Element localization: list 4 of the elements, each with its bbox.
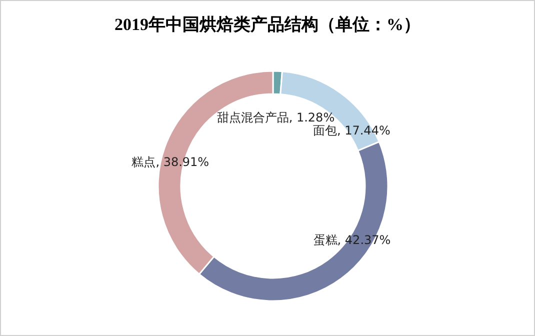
chart-title: 2019年中国烘焙类产品结构（单位：%） bbox=[114, 14, 422, 36]
slice-label: 糕点, 38.91% bbox=[132, 155, 210, 170]
slice-label: 面包, 17.44% bbox=[312, 123, 390, 138]
slice-label: 甜点混合产品, 1.28% bbox=[216, 110, 335, 124]
